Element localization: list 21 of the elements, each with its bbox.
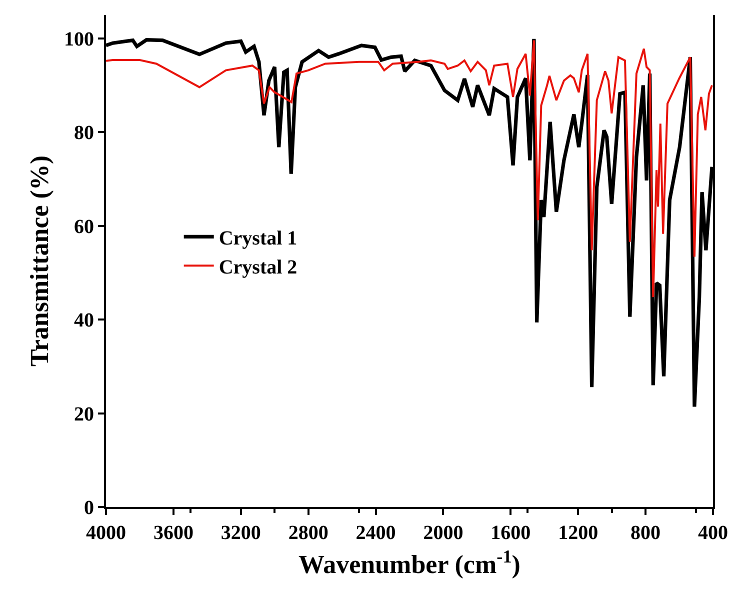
- x-tick-label: 1200: [558, 522, 598, 544]
- x-tick-label: 4000: [86, 522, 126, 544]
- line-series: [106, 39, 713, 298]
- x-tick-label: 2800: [288, 522, 328, 544]
- x-tick-label: 3200: [220, 522, 261, 544]
- x-tick-label: 2400: [356, 522, 396, 544]
- y-axis-title: Transmittance (%): [24, 155, 54, 367]
- y-tick-label: 0: [84, 497, 94, 519]
- x-tick-label: 800: [630, 522, 661, 544]
- legend-label: Crystal 1: [218, 227, 298, 250]
- y-tick-label: 40: [74, 310, 94, 332]
- y-tick-label: 80: [74, 122, 94, 144]
- y-tick-label: 100: [64, 28, 94, 50]
- x-axis-title: Wavenumber (cm$^{-1}$): [298, 546, 520, 580]
- legend-label: Crystal 2: [218, 256, 298, 278]
- x-tick-label: 2000: [423, 522, 464, 544]
- x-tick-label: 1600: [490, 522, 531, 544]
- y-tick-label: 60: [74, 216, 94, 238]
- x-tick-label: 400: [698, 522, 728, 544]
- x-tick-label: 3600: [153, 522, 194, 544]
- y-tick-label: 20: [74, 403, 94, 426]
